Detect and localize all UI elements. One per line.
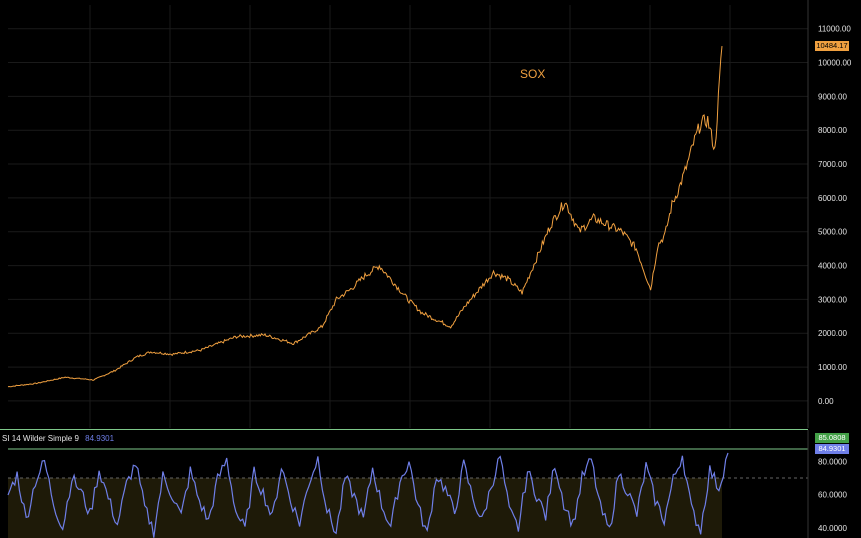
price-axis-tick-label: 5000.00 [818, 228, 847, 237]
rsi-pane[interactable]: 80.0000 60.0000 40.0000 [0, 429, 847, 538]
price-pane[interactable]: 11000.00 10000.00 9000.00 8000.00 7000.00 600… [7, 0, 852, 428]
rsi-series-line [7, 452, 729, 538]
price-axis-tick-label: 7000.00 [818, 160, 847, 169]
price-axis-tick-label: 3000.00 [818, 295, 847, 304]
last-price-badge: 10484.17 [815, 41, 849, 52]
rsi-indicator-name: SI 14 Wilder Simple 9 [2, 434, 79, 443]
rsi-signal-badge: 85.0808 [815, 433, 849, 443]
price-axis-tick-label: 11000.00 [818, 25, 851, 34]
price-axis-tick-label: 10000.00 [818, 59, 852, 68]
chart-title: SOX [520, 67, 545, 81]
rsi-indicator-value: 84.9301 [85, 434, 115, 443]
price-axis-tick-label: 4000.00 [818, 262, 847, 271]
price-axis-tick-label: 6000.00 [818, 194, 847, 203]
price-axis-tick-label: 8000.00 [818, 126, 847, 135]
rsi-axis-tick-label: 80.0000 [818, 457, 847, 466]
rsi-axis-tick-label: 60.0000 [818, 491, 847, 500]
price-axis-tick-label: 9000.00 [818, 92, 847, 101]
price-series-line [7, 46, 723, 388]
price-axis-tick-label: 0.00 [818, 397, 834, 406]
rsi-axis-tick-label: 40.0000 [818, 524, 847, 533]
price-axis-tick-label: 2000.00 [818, 329, 847, 338]
rsi-indicator-label[interactable]: SI 14 Wilder Simple 9 84.9301 [2, 434, 114, 443]
rsi-value-badge: 84.9301 [815, 444, 849, 454]
price-axis-tick-label: 1000.00 [818, 363, 847, 372]
